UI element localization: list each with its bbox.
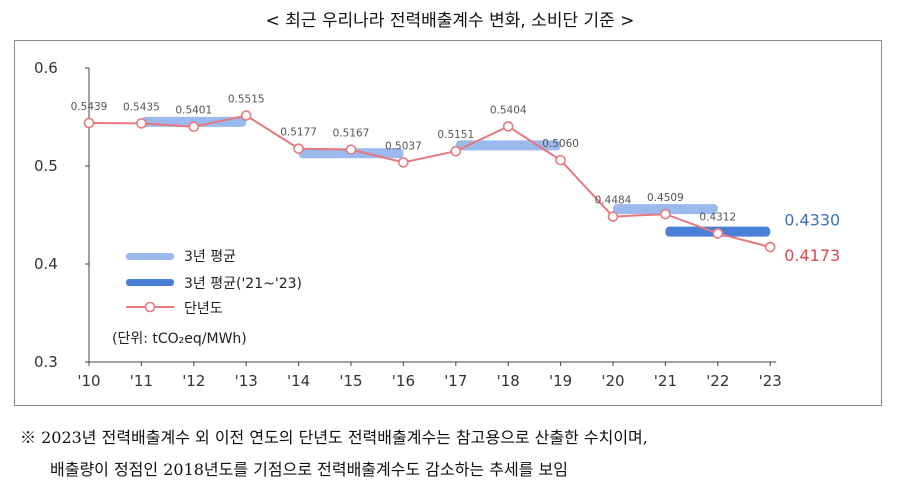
data-label: 0.4509	[647, 192, 684, 204]
data-label: 0.5177	[280, 127, 317, 139]
data-label: 0.5401	[175, 105, 212, 117]
y-tick-label: 0.3	[34, 353, 58, 371]
avg3-recent-end-label: 0.4330	[784, 211, 840, 230]
x-tick-label: '18	[497, 372, 520, 390]
data-label: 0.5435	[123, 101, 160, 113]
annual-last-end-label: 0.4173	[784, 246, 840, 265]
data-label: 0.5404	[490, 104, 527, 116]
annual-point	[712, 228, 724, 239]
data-label: 0.5167	[333, 128, 370, 140]
annual-point	[660, 208, 671, 220]
legend-swatch-avg3-recent	[126, 279, 174, 286]
emission-factor-chart: 0.3 0.4 0.5 0.6 '10 '11 '12 '13 '14 '15 '16 '17 '18 '…	[34, 59, 840, 390]
legend-label-avg3: 3년 평균	[184, 249, 236, 265]
annual-point	[764, 241, 776, 253]
x-tick-label: '12	[182, 372, 205, 390]
annual-point	[136, 118, 147, 129]
annual-point	[398, 157, 409, 168]
x-tick-label: '11	[130, 372, 153, 390]
x-tick-label: '23	[759, 372, 782, 390]
annual-point	[240, 110, 252, 121]
annual-point	[83, 117, 95, 129]
chart-axes: 0.3 0.4 0.5 0.6 '10 '11 '12 '13 '14 '15 '16 '17 '18 '…	[34, 59, 782, 390]
x-tick-label: '13	[235, 372, 258, 390]
unit-label: (단위: tCO₂eq/MWh)	[112, 331, 247, 347]
x-tick-label: '17	[444, 372, 467, 390]
x-tick-label: '22	[706, 372, 729, 390]
x-tick-label: '20	[601, 372, 624, 390]
legend: 3년 평균 3년 평균('21~'23) 단년도	[126, 249, 302, 317]
annual-point	[188, 121, 200, 133]
footnote-line-1: ※ 2023년 전력배출계수 외 이전 연도의 단년도 전력배출계수는 참고용으…	[20, 428, 648, 447]
x-tick-label: '19	[549, 372, 572, 390]
data-label: 0.5151	[437, 129, 474, 141]
annual-point	[555, 154, 566, 166]
data-labels: 0.5439 0.5435 0.5401 0.5515 0.5177 0.5167 0.50…	[71, 94, 737, 224]
data-label: 0.5037	[385, 140, 422, 152]
legend-label-annual: 단년도	[184, 301, 223, 317]
data-label: 0.5515	[228, 94, 265, 106]
legend-label-avg3-recent: 3년 평균('21~'23)	[184, 276, 302, 292]
data-label: 0.4484	[595, 195, 632, 207]
x-tick-label: '16	[392, 372, 415, 390]
annual-point	[345, 144, 357, 155]
footnote-line-2: 배출량이 정점인 2018년도를 기점으로 전력배출계수도 감소하는 추세를 보…	[50, 460, 568, 479]
annual-series	[83, 110, 776, 253]
data-label: 0.5439	[71, 101, 108, 113]
annual-point	[450, 145, 462, 157]
data-label: 0.4312	[699, 211, 736, 223]
annual-line	[88, 114, 771, 249]
x-tick-label: '14	[287, 372, 310, 390]
annual-point	[607, 211, 619, 222]
x-tick-label: '15	[339, 372, 362, 390]
annual-point	[293, 143, 304, 154]
legend-swatch-annual-marker	[144, 301, 156, 313]
y-tick-label: 0.6	[34, 59, 58, 77]
legend-swatch-avg3	[126, 253, 174, 260]
annual-point	[502, 121, 514, 132]
chart-frame	[14, 40, 882, 406]
chart-title: < 최근 우리나라 전력배출계수 변화, 소비단 기준 >	[265, 11, 635, 31]
x-tick-label: '10	[77, 372, 100, 390]
x-tick-label: '21	[654, 372, 677, 390]
y-tick-label: 0.5	[34, 157, 58, 175]
y-tick-label: 0.4	[34, 255, 58, 273]
data-label: 0.5060	[542, 138, 579, 150]
